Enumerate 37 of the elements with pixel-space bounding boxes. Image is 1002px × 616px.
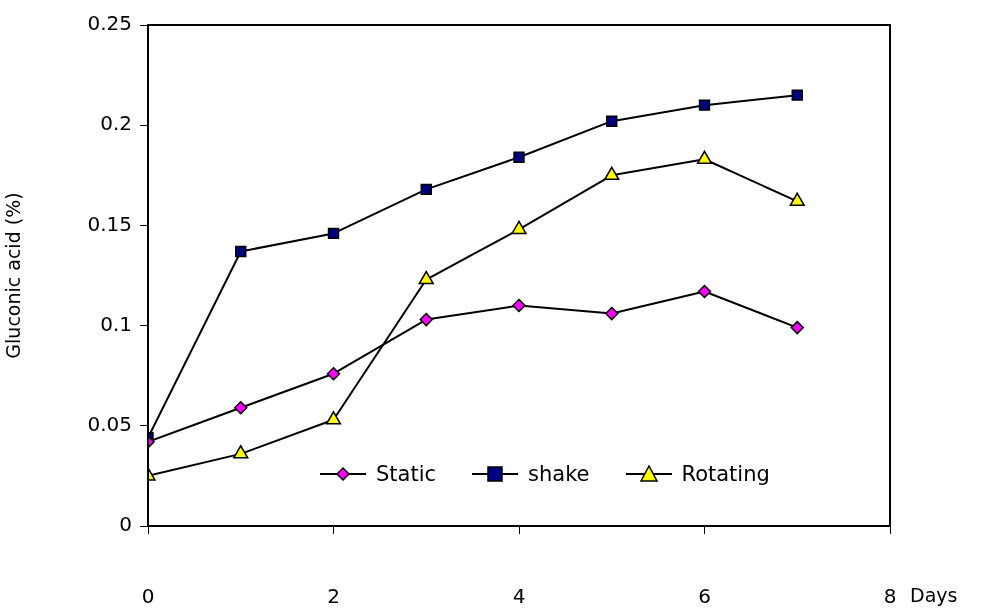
point xyxy=(233,445,249,459)
point xyxy=(325,411,342,425)
x-axis-title: Days xyxy=(910,584,958,606)
point xyxy=(606,115,618,127)
y-tick-label: 0.1 xyxy=(100,311,132,336)
point xyxy=(513,151,525,163)
point xyxy=(697,284,712,299)
point xyxy=(790,320,804,335)
legend-label: Static xyxy=(376,462,437,486)
point xyxy=(604,166,620,181)
y-axis-title: Gluconic acid (%) xyxy=(2,192,25,359)
point xyxy=(420,183,432,196)
y-tick-label: 0.05 xyxy=(87,412,132,436)
point xyxy=(327,227,340,240)
point xyxy=(419,312,433,327)
x-tick-label: 8 xyxy=(883,584,897,609)
y-tick-label: 0.15 xyxy=(87,211,132,236)
y-tick-label: 0 xyxy=(119,512,132,537)
point xyxy=(234,401,248,415)
point xyxy=(605,306,619,321)
point xyxy=(235,245,247,258)
point xyxy=(418,270,434,285)
point xyxy=(789,192,805,207)
point xyxy=(511,220,527,235)
point xyxy=(698,99,711,111)
legend-label: shake xyxy=(528,462,590,486)
y-tick-label: 0.2 xyxy=(100,111,132,136)
y-tick-label: 0.25 xyxy=(87,11,132,36)
point xyxy=(791,89,803,101)
x-tick-label: 6 xyxy=(698,584,711,609)
point xyxy=(696,150,713,165)
x-tick-label: 4 xyxy=(512,584,526,609)
point xyxy=(326,366,341,381)
legend-label: Rotating xyxy=(681,462,770,486)
x-tick-label: 0 xyxy=(141,584,155,609)
x-tick-label: 2 xyxy=(327,584,340,609)
point xyxy=(512,298,526,313)
